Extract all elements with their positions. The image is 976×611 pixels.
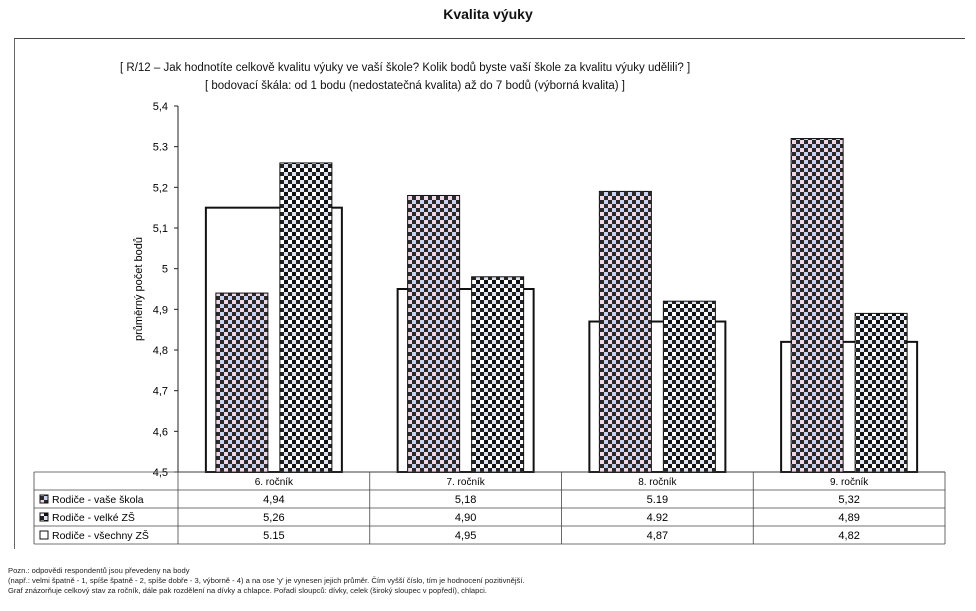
footnote-line: Graf znázorňuje celkový stav za ročník, …: [8, 586, 487, 595]
y-axis-label: průměrný počet bodů: [133, 237, 145, 341]
data-label: 4,95: [455, 530, 476, 542]
y-tick-label: 5,1: [153, 223, 168, 235]
bar-large-schools: [471, 276, 525, 473]
data-label: 4,89: [838, 512, 859, 524]
bar-your-school: [598, 190, 652, 473]
category-label: 8. ročník: [638, 477, 677, 488]
data-label: 4,90: [455, 512, 476, 524]
category-label: 7. ročník: [446, 477, 485, 488]
legend-swatch: [39, 512, 49, 522]
footnote-line: (např.: velmi špatně - 1, spíše špatně -…: [8, 576, 525, 585]
y-tick-label: 5,4: [153, 101, 168, 113]
bar-large-schools: [854, 312, 908, 473]
y-tick-label: 4,5: [153, 467, 168, 479]
y-tick-label: 4,7: [153, 386, 168, 398]
data-label: 4.92: [647, 512, 668, 524]
y-tick-label: 5.3: [153, 142, 168, 154]
legend-entry: Rodiče - všechny ZŠ: [52, 529, 149, 542]
data-label: 4,87: [647, 530, 668, 542]
page-title: Kvalita výuky: [443, 6, 533, 22]
scale-note: [ bodovací škála: od 1 bodu (nedostatečn…: [205, 80, 626, 92]
data-label: 4,94: [263, 494, 284, 506]
data-label: 5.15: [263, 530, 284, 542]
data-label: 5,32: [838, 494, 859, 506]
y-tick-label: 4,6: [153, 426, 168, 438]
footnotes: Pozn.: odpovědi respondentů jsou převede…: [8, 566, 525, 596]
category-label: 6. ročník: [255, 477, 294, 488]
category-label: 9. ročník: [830, 477, 869, 488]
data-label: 4,82: [838, 530, 859, 542]
y-tick-label: 4,8: [153, 345, 168, 357]
legend-swatch: [39, 494, 49, 504]
y-tick-label: 4,9: [153, 304, 168, 316]
bar-your-school: [215, 292, 269, 473]
legend-entry: Rodiče - vaše škola: [52, 494, 144, 506]
survey-question: [ R/12 – Jak hodnotíte celkově kvalitu v…: [120, 62, 691, 74]
legend-entry: Rodiče - velké ZŠ: [52, 511, 135, 524]
chart-frame: [14, 38, 965, 549]
legend-swatch: [39, 530, 49, 540]
bar-large-schools: [279, 162, 333, 473]
data-label: 5,26: [263, 512, 284, 524]
data-label: 5.19: [647, 494, 668, 506]
bar-your-school: [790, 138, 844, 473]
footnote-line: Pozn.: odpovědi respondentů jsou převede…: [8, 566, 190, 575]
y-tick-label: 5: [162, 264, 168, 276]
bar-large-schools: [662, 300, 716, 473]
y-tick-label: 5,2: [153, 182, 168, 194]
bar-your-school: [407, 194, 461, 473]
data-label: 5,18: [455, 494, 476, 506]
